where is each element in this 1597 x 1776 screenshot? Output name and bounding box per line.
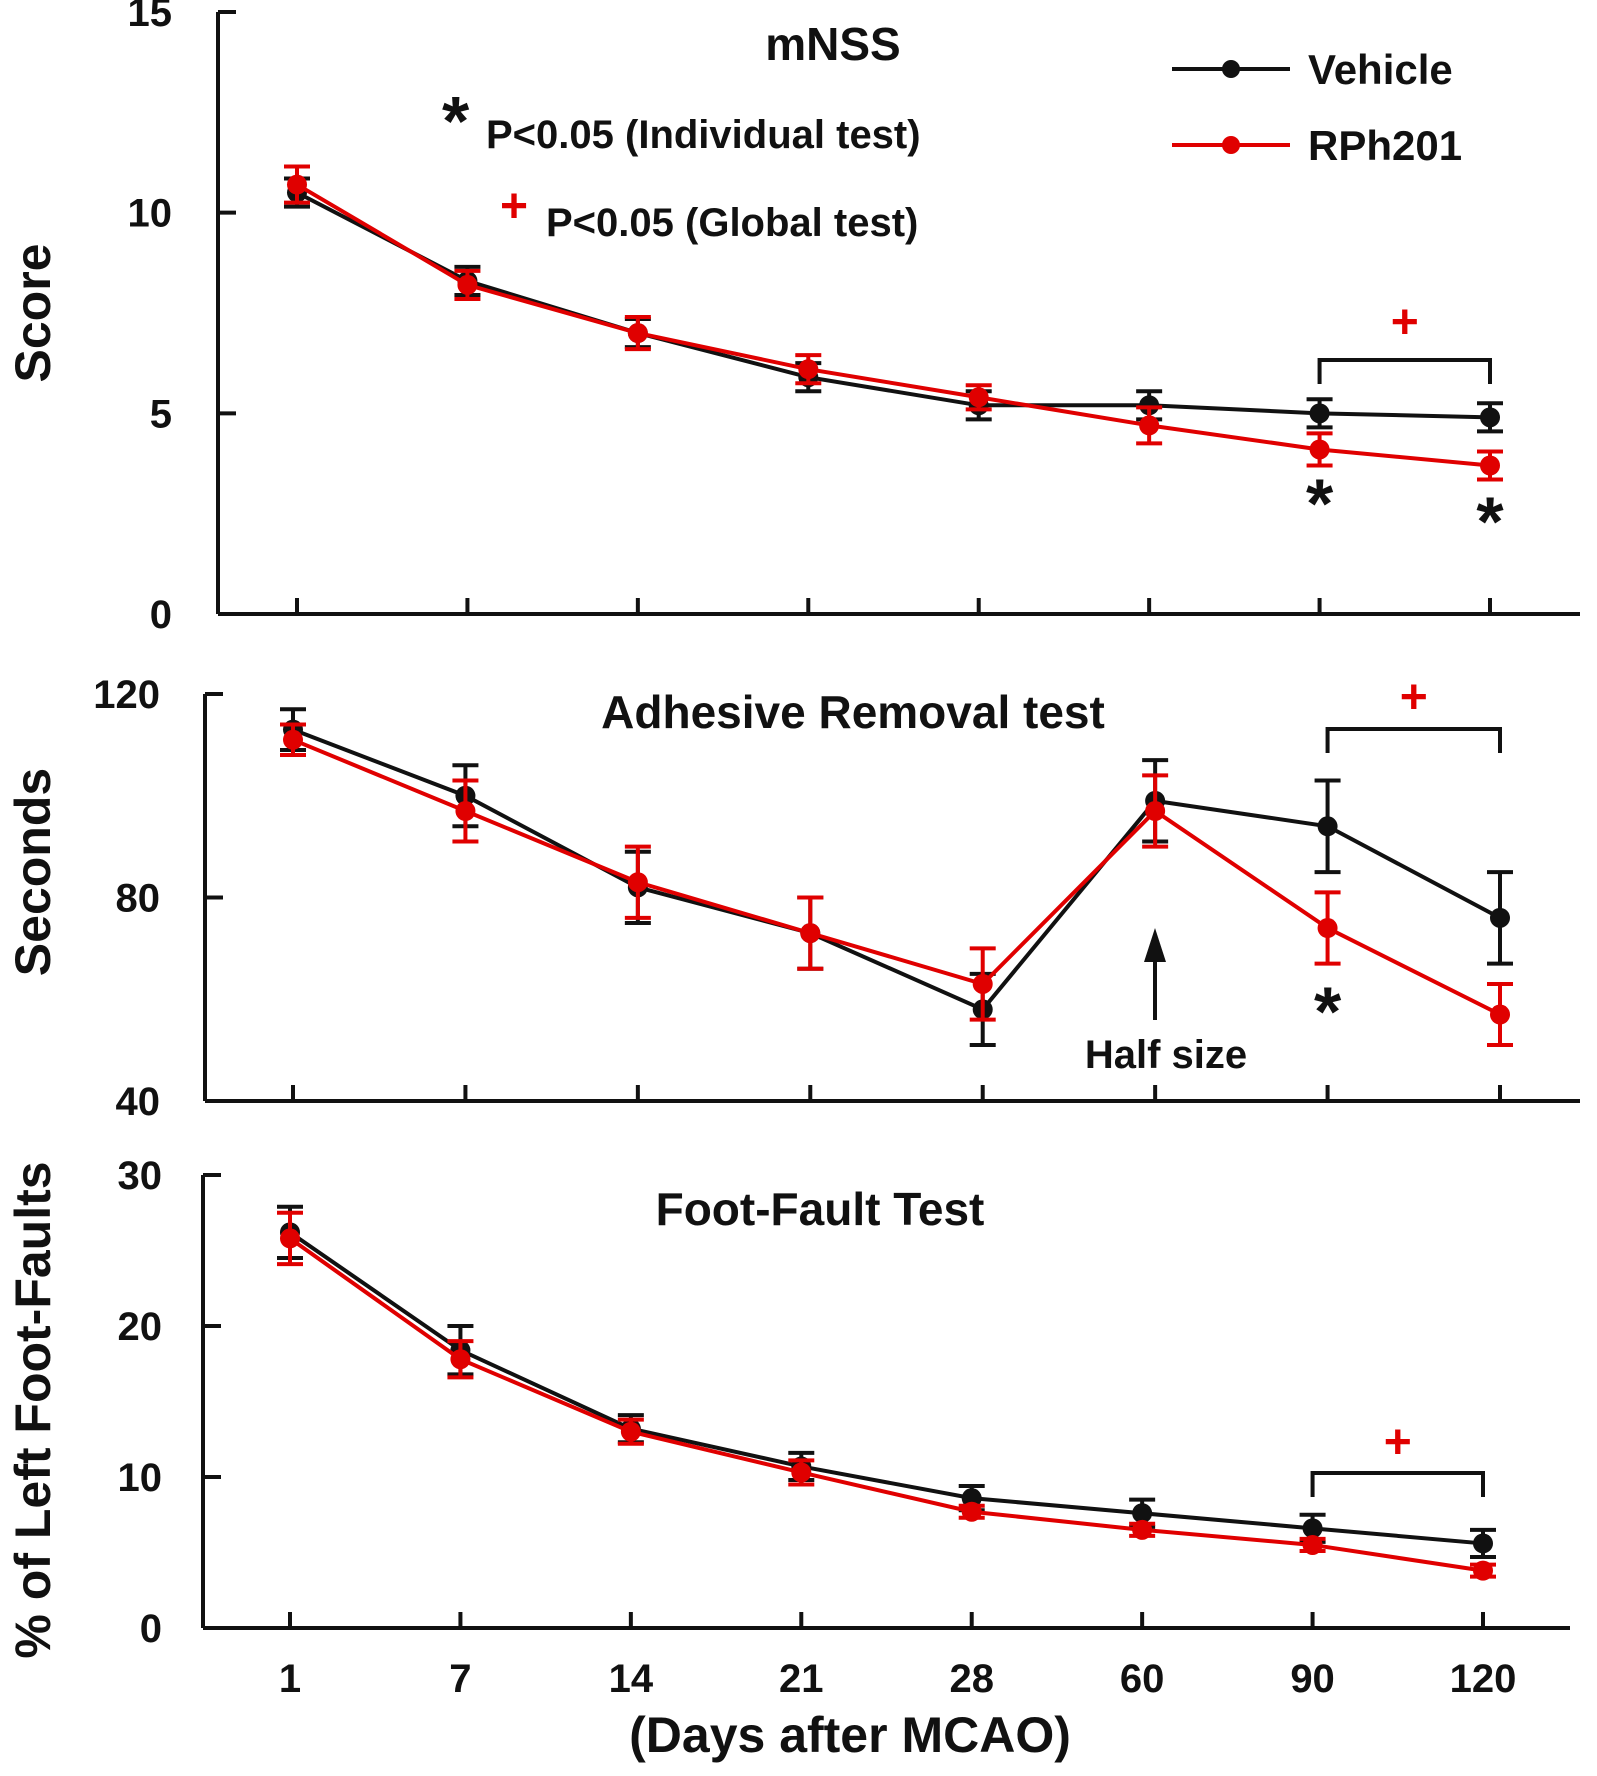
y-tick-label: 15 <box>128 0 173 35</box>
x-axis-label: (Days after MCAO) <box>629 1707 1071 1763</box>
global-test-bracket <box>1310 1471 1485 1497</box>
data-point-rph201 <box>457 274 478 295</box>
y-tick-label: 0 <box>150 593 172 637</box>
global-note-plus: + <box>500 180 528 233</box>
legend-vehicle-marker <box>1222 60 1240 78</box>
data-point-rph201 <box>280 1228 300 1249</box>
data-point-rph201 <box>1317 918 1338 939</box>
data-point-rph201 <box>1302 1534 1323 1555</box>
data-point-vehicle <box>1302 1518 1323 1539</box>
data-point-rph201 <box>972 973 993 994</box>
panel-foot-fault: 0 10 20 30 1 7 14 21 28 60 90 120 Foot-Fault Test % o… <box>5 1154 1570 1701</box>
significance-star: * <box>1476 483 1504 561</box>
x-tick-label: 28 <box>949 1657 994 1701</box>
x-tick-label: 60 <box>1120 1657 1165 1701</box>
data-point-rph201 <box>1490 1004 1510 1025</box>
data-point-rph201 <box>287 174 307 195</box>
y-tick-label: 10 <box>128 192 173 236</box>
data-point-vehicle <box>1317 816 1338 837</box>
series-line-vehicle <box>292 727 1501 1012</box>
y-tick-label: 0 <box>140 1607 162 1651</box>
data-point-vehicle <box>1480 407 1500 428</box>
y-tick-label: 80 <box>116 877 161 921</box>
global-test-bracket <box>1317 358 1492 384</box>
y-tick-label: 40 <box>116 1080 161 1124</box>
data-point-rph201 <box>798 359 819 380</box>
y-tick-label: 120 <box>93 673 160 717</box>
data-point-rph201 <box>1473 1560 1493 1581</box>
data-point-vehicle <box>1132 1503 1153 1524</box>
y-tick-label: 20 <box>118 1305 163 1349</box>
half-size-arrow-head <box>1144 928 1166 962</box>
x-tick-label: 1 <box>279 1657 301 1701</box>
x-tick-label: 7 <box>449 1657 471 1701</box>
panel-adhesive-removal: 40 80 120 Adhesive Removal test Seconds + * <box>5 671 1580 1124</box>
panel-mnss: 0 5 10 15 mNSS Score + * * <box>5 0 1580 637</box>
data-point-rph201 <box>627 872 648 893</box>
chart-title: Foot-Fault Test <box>656 1183 985 1235</box>
data-point-rph201 <box>1132 1519 1153 1540</box>
data-point-rph201 <box>800 923 821 944</box>
y-axis-label: Seconds <box>5 768 61 976</box>
half-size-label: Half size <box>1085 1033 1247 1077</box>
data-point-rph201 <box>1309 439 1330 460</box>
individual-note-star: * <box>442 82 470 160</box>
data-point-rph201 <box>1139 415 1160 436</box>
data-point-rph201 <box>283 729 303 750</box>
individual-note-text: P<0.05 (Individual test) <box>486 113 921 157</box>
global-test-bracket <box>1325 727 1502 753</box>
x-tick-label: 21 <box>779 1657 824 1701</box>
data-point-rph201 <box>791 1462 812 1483</box>
series-line-rph201 <box>288 1236 1484 1573</box>
data-point-vehicle <box>1473 1533 1493 1554</box>
series-line-vehicle <box>288 1230 1484 1546</box>
series-line-vehicle <box>296 190 1491 420</box>
data-point-rph201 <box>450 1349 471 1370</box>
legend-rph201-marker <box>1222 136 1240 154</box>
global-test-plus: + <box>1400 671 1428 724</box>
chart-title: Adhesive Removal test <box>601 686 1105 738</box>
data-point-rph201 <box>961 1501 982 1522</box>
legend-rph201-label: RPh201 <box>1308 122 1462 169</box>
data-point-vehicle <box>1490 907 1510 928</box>
data-point-rph201 <box>627 323 648 344</box>
global-note-text: P<0.05 (Global test) <box>546 201 918 245</box>
y-axis-label: % of Left Foot-Faults <box>5 1161 61 1658</box>
data-point-rph201 <box>968 387 989 408</box>
global-test-plus: + <box>1384 1416 1412 1469</box>
significance-star: * <box>1306 465 1334 543</box>
data-point-vehicle <box>1309 403 1330 424</box>
data-point-rph201 <box>455 801 476 822</box>
y-tick-label: 5 <box>150 392 172 436</box>
x-tick-label: 120 <box>1450 1657 1517 1701</box>
y-tick-label: 30 <box>118 1154 163 1198</box>
data-point-rph201 <box>1145 801 1166 822</box>
series-line-rph201 <box>295 182 1491 468</box>
y-tick-label: 10 <box>118 1456 163 1500</box>
legend: Vehicle RPh201 <box>1172 46 1462 169</box>
x-tick-label: 14 <box>609 1657 654 1701</box>
data-point-rph201 <box>1480 455 1500 476</box>
chart-title: mNSS <box>765 18 900 70</box>
data-point-vehicle <box>1139 395 1160 416</box>
data-point-rph201 <box>620 1421 641 1442</box>
legend-vehicle-label: Vehicle <box>1308 46 1453 93</box>
x-tick-label: 90 <box>1290 1657 1335 1701</box>
y-axis-label: Score <box>5 244 61 383</box>
series-line-rph201 <box>292 737 1501 1017</box>
global-test-plus: + <box>1391 296 1419 349</box>
significance-star: * <box>1314 973 1342 1051</box>
